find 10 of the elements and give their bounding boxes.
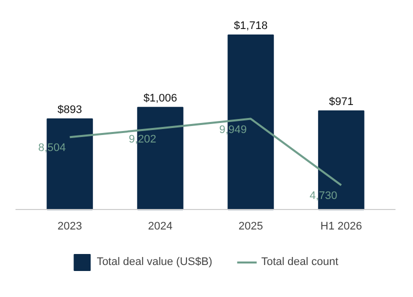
data-label: $1,006 [143, 92, 178, 104]
data-label: $971 [328, 96, 354, 108]
legend-label: Total deal count [261, 256, 338, 268]
x-tick-label: 2025 [238, 220, 263, 233]
x-tick-label: 2024 [148, 220, 173, 233]
data-label: $1,718 [234, 20, 268, 32]
data-label: $893 [58, 104, 82, 116]
x-tick-label: 2023 [58, 220, 82, 233]
legend-label: Total deal value (US$B) [96, 256, 212, 268]
x-tick-label: H1 2026 [320, 220, 362, 233]
